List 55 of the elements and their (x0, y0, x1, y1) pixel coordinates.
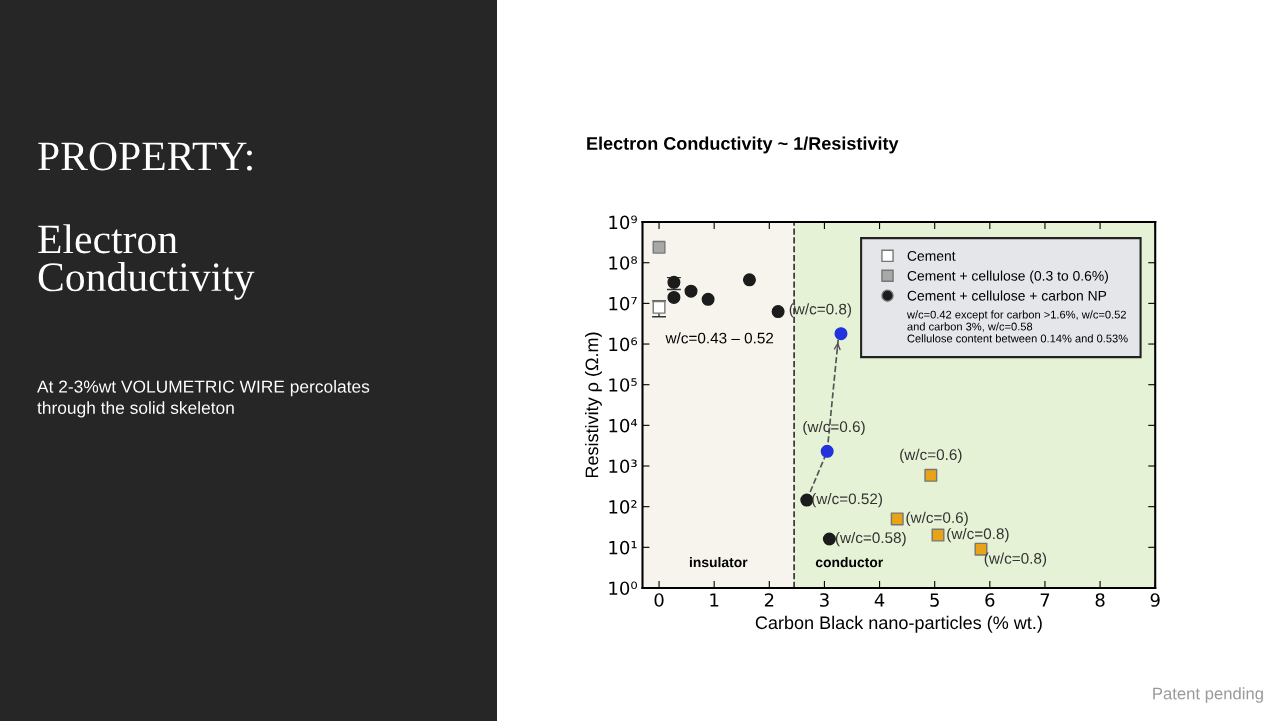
point (771, 305, 785, 319)
y-tick-label: 10⁰ (609, 581, 638, 596)
annotation: (w/c=0.58) (835, 531, 906, 547)
y-axis-title: Resistivity ρ (Ω.m) (585, 332, 602, 478)
point (667, 290, 681, 304)
annotation: (w/c=0.8) (947, 527, 1009, 543)
x-tick-label: 5 (930, 593, 939, 607)
point (701, 292, 715, 306)
text: PROPERTY: (38, 142, 252, 171)
x-tick-label: 4 (874, 593, 885, 607)
x-tick-label: 7 (1040, 593, 1050, 607)
point (652, 240, 666, 254)
y-tick-label: 10⁶ (609, 337, 638, 352)
x-tick-label: 2 (764, 593, 774, 607)
annotation: (w/c=0.8) (789, 303, 852, 318)
y-tick-label: 10⁷ (609, 296, 637, 311)
annotation: w/c=0.43 – 0.52 (665, 332, 774, 344)
point (652, 300, 666, 314)
legend-label: Cement + cellulose + carbon NP (907, 290, 1107, 301)
band-label: conductor (815, 557, 883, 568)
y-tick-label: 10⁴ (609, 418, 638, 433)
x-tick-label: 3 (820, 593, 829, 607)
text: At 2-3%wt VOLUMETRIC WIRE percolates through the solid skeleton (37, 380, 370, 418)
point (684, 284, 698, 298)
point (742, 273, 756, 287)
point (834, 327, 848, 341)
annotation: w/c=0.42 except for carbon >1.6%, w/c=0.52 and carbon 3%, w/c=0.58 Cellulose content between 0.14% and 0.53% (906, 310, 1128, 343)
x-tick-label: 6 (985, 593, 995, 607)
annotation: (w/c=0.52) (812, 492, 882, 508)
annotation: (w/c=0.8) (984, 552, 1047, 567)
x-axis-title: Carbon Black nano-particles (% wt.) (755, 615, 1042, 633)
annotation: (w/c=0.6) (900, 448, 962, 464)
annotation: (w/c=0.6) (906, 511, 968, 527)
point (820, 444, 834, 458)
y-tick-label: 10⁹ (609, 215, 637, 230)
band-label: insulator (689, 557, 748, 568)
x-tick-label: 9 (1150, 593, 1160, 607)
x-tick-label: 0 (654, 593, 664, 607)
point (822, 532, 836, 546)
y-tick-label: 10⁵ (609, 378, 637, 392)
annotation: (w/c=0.6) (803, 420, 865, 436)
legend-label: Cement + cellulose (0.3 to 0.6%) (907, 270, 1108, 284)
x-tick-label: 8 (1095, 593, 1105, 607)
y-tick-label: 10¹ (609, 540, 637, 555)
x-tick-label: 1 (710, 593, 719, 607)
point (924, 468, 938, 482)
legend-label: Cement (907, 251, 956, 261)
y-tick-label: 10⁸ (609, 256, 637, 270)
text: Electron Conductivity (38, 224, 255, 300)
point (890, 512, 904, 526)
y-tick-label: 10³ (609, 459, 637, 474)
text: Patent pending (1153, 687, 1263, 703)
point (931, 528, 945, 542)
chart-title: Electron Conductivity ~ 1/Resistivity (587, 136, 899, 154)
y-tick-label: 10² (609, 500, 637, 514)
